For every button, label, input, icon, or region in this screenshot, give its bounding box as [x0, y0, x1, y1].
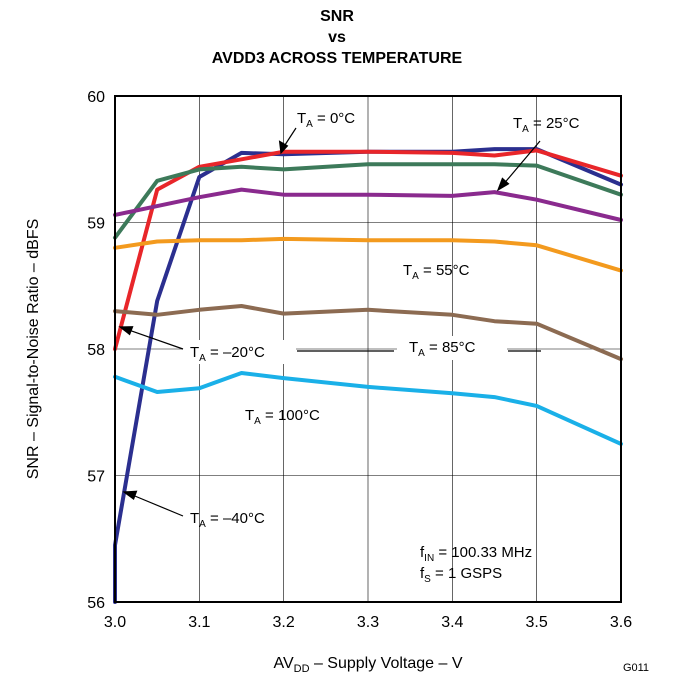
chart-title-line-1: SNR	[320, 8, 354, 25]
annotation-arrows	[118, 127, 541, 517]
x-tick-label: 3.3	[357, 614, 379, 631]
arrow-t25-head	[496, 177, 510, 192]
arrow-minus20-line	[125, 328, 184, 350]
y-tick-label: 58	[87, 342, 105, 359]
chart-title-line-3: AVDD3 ACROSS TEMPERATURE	[212, 50, 463, 67]
label-t55: TA = 55°C	[403, 262, 470, 282]
arrow-minus20-head	[118, 326, 134, 336]
x-tick-label: 3.4	[441, 614, 463, 631]
series-lines	[113, 147, 623, 604]
arrow-t25-line	[501, 140, 541, 187]
y-tick-labels: 56 57 58 59 60	[87, 89, 105, 612]
label-mask-minus20	[183, 340, 296, 364]
label-mask-85	[397, 336, 507, 360]
y-tick-label: 57	[87, 469, 105, 486]
label-fin: fIN = 100.33 MHz	[420, 544, 532, 564]
x-tick-labels: 3.0 3.1 3.2 3.3 3.4 3.5 3.6	[104, 614, 632, 631]
y-axis-label: SNR – Signal-to-Noise Ratio – dBFS	[25, 219, 42, 480]
series-line-6	[113, 371, 623, 446]
label-t0: TA = 0°C	[297, 110, 355, 130]
x-tick-label: 3.1	[188, 614, 210, 631]
x-axis-label: AVDD – Supply Voltage – V	[273, 655, 462, 675]
y-tick-label: 59	[87, 216, 105, 233]
arrow-minus40-head	[122, 490, 138, 501]
label-t25: TA = 25°C	[513, 115, 580, 135]
series-line-5	[113, 304, 623, 362]
label-minus20: TA = –20°C	[190, 344, 265, 364]
chart-title-line-2: vs	[328, 29, 346, 46]
y-tick-label: 56	[87, 595, 105, 612]
series-line-4	[113, 236, 623, 273]
series-line-1	[113, 148, 623, 351]
x-tick-label: 3.0	[104, 614, 126, 631]
figure-code: G011	[623, 662, 649, 674]
label-t85: TA = 85°C	[409, 339, 476, 359]
series-line-2	[113, 162, 623, 240]
x-tick-label: 3.6	[610, 614, 632, 631]
label-t100: TA = 100°C	[245, 407, 320, 427]
x-axis-label-sub: DD	[294, 663, 310, 675]
annotations: TA = 0°C TA = 25°C TA = 55°C TA = –20°C …	[118, 110, 580, 585]
x-axis-label-rest: – Supply Voltage – V	[310, 655, 463, 672]
label-fs: fS = 1 GSPS	[420, 565, 502, 585]
x-tick-label: 3.2	[273, 614, 295, 631]
series-line-0	[113, 147, 623, 604]
series-line-3	[113, 187, 623, 222]
plot-frame	[114, 95, 622, 603]
x-tick-label: 3.5	[526, 614, 548, 631]
y-tick-label: 60	[87, 89, 105, 106]
x-axis-label-main: AV	[273, 655, 293, 672]
chart-title: SNR vs AVDD3 ACROSS TEMPERATURE	[212, 8, 463, 67]
arrow-minus40-line	[129, 493, 184, 517]
arrow-t0-head	[278, 140, 289, 155]
label-minus40: TA = –40°C	[190, 510, 265, 530]
